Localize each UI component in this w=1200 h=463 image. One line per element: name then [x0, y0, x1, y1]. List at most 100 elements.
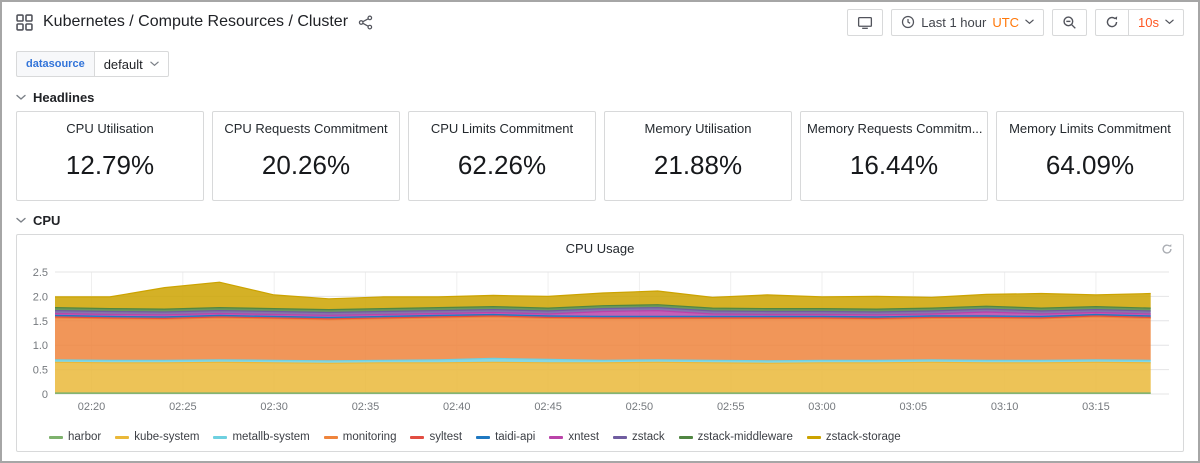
legend-label: metallb-system [232, 431, 310, 443]
dashboard-title[interactable]: Kubernetes / Compute Resources / Cluster [43, 13, 349, 30]
legend-item-taidi-api[interactable]: taidi-api [476, 431, 535, 443]
timezone-label: UTC [992, 14, 1020, 30]
chevron-down-icon [16, 94, 26, 101]
cpu-usage-panel: CPU Usage 02:20 02:25 02:30 02:35 02:40 02:45… [16, 234, 1184, 452]
legend-item-zstack-middleware[interactable]: zstack-middleware [678, 431, 793, 443]
chevron-down-icon [150, 61, 159, 67]
svg-text:2.5: 2.5 [33, 267, 48, 279]
svg-text:03:05: 03:05 [900, 401, 928, 413]
refresh-interval-button[interactable]: 10s [1129, 8, 1184, 36]
zoom-out-icon [1062, 15, 1077, 30]
svg-text:03:10: 03:10 [991, 401, 1019, 413]
svg-text:02:30: 02:30 [260, 401, 288, 413]
stat-panel-cpu-utilisation: CPU Utilisation 12.79% [16, 111, 204, 201]
stat-panel-title[interactable]: Memory Utilisation [644, 121, 752, 136]
legend-swatch [115, 435, 130, 439]
legend-swatch [49, 435, 63, 439]
datasource-select[interactable]: default [93, 51, 169, 77]
panel-refresh-icon[interactable] [1161, 243, 1173, 255]
row-title: Headlines [33, 90, 95, 105]
stat-value: 12.79% [65, 149, 155, 180]
legend-label: zstack-middleware [697, 431, 793, 443]
share-icon[interactable] [358, 15, 373, 30]
row-title: CPU [33, 213, 61, 228]
time-range-label: Last 1 hour [921, 14, 987, 30]
stat-panel-cpu-requests-commitment: CPU Requests Commitment 20.26% [212, 111, 400, 201]
legend-label: kube-system [134, 431, 200, 443]
datasource-selected-value: default [103, 56, 143, 72]
legend-item-kube-system[interactable]: kube-system [115, 431, 199, 443]
stat-value: 21.88% [653, 149, 743, 180]
legend-swatch [613, 435, 628, 439]
navbar-right: Last 1 hour UTC 10s [847, 8, 1184, 36]
row-header-cpu[interactable]: CPU [2, 210, 1198, 234]
svg-text:0: 0 [42, 389, 48, 401]
legend-label: harbor [68, 431, 102, 443]
legend-swatch [410, 435, 425, 439]
svg-text:03:00: 03:00 [808, 401, 836, 413]
headlines-stats-row: CPU Utilisation 12.79% CPU Requests Comm… [2, 111, 1198, 201]
stat-panel-title[interactable]: Memory Limits Commitment [1009, 121, 1171, 136]
refresh-interval-label: 10s [1138, 14, 1159, 30]
template-variable-datasource: datasource default [16, 51, 169, 77]
tv-icon [857, 15, 873, 30]
legend-swatch [549, 435, 564, 439]
legend-label: xntest [568, 431, 600, 443]
tv-mode-button[interactable] [847, 8, 884, 36]
cpu-usage-chart[interactable]: 02:20 02:25 02:30 02:35 02:40 02:45 02:50 02:55… [25, 262, 1175, 420]
legend-swatch [213, 435, 228, 439]
refresh-picker: 10s [1095, 8, 1184, 36]
legend-item-metallb-system[interactable]: metallb-system [213, 431, 310, 443]
stat-panel-memory-requests-commitment: Memory Requests Commitm... 16.44% [800, 111, 988, 201]
chevron-down-icon [1165, 19, 1174, 25]
stat-panel-memory-limits-commitment: Memory Limits Commitment 64.09% [996, 111, 1184, 201]
row-header-headlines[interactable]: Headlines [2, 87, 1198, 111]
legend-item-xntest[interactable]: xntest [549, 431, 599, 443]
legend-swatch [806, 435, 821, 439]
legend-label: zstack-storage [825, 431, 901, 443]
dashboard-grid-icon[interactable] [16, 13, 33, 31]
svg-text:02:25: 02:25 [169, 401, 197, 413]
chevron-down-icon [16, 217, 26, 224]
svg-text:02:35: 02:35 [352, 401, 380, 413]
stat-value: 16.44% [849, 149, 939, 180]
legend-item-zstack-storage[interactable]: zstack-storage [806, 431, 901, 443]
stat-panel-title[interactable]: CPU Limits Commitment [430, 121, 574, 136]
svg-text:02:55: 02:55 [717, 401, 745, 413]
legend-item-zstack[interactable]: zstack [613, 431, 665, 443]
navbar: Kubernetes / Compute Resources / Cluster… [2, 2, 1198, 42]
stat-panel-memory-utilisation: Memory Utilisation 21.88% [604, 111, 792, 201]
svg-text:02:40: 02:40 [443, 401, 471, 413]
clock-icon [901, 15, 915, 29]
panel-title[interactable]: CPU Usage [565, 241, 635, 256]
stat-value: 20.26% [261, 149, 351, 180]
chevron-down-icon [1025, 19, 1034, 25]
svg-text:02:50: 02:50 [626, 401, 654, 413]
zoom-out-button[interactable] [1052, 8, 1088, 36]
stat-panel-title[interactable]: Memory Requests Commitm... [807, 121, 983, 136]
time-picker-button[interactable]: Last 1 hour UTC [891, 8, 1045, 36]
navbar-left: Kubernetes / Compute Resources / Cluster [16, 13, 373, 31]
legend-label: monitoring [342, 431, 397, 443]
legend-label: taidi-api [495, 431, 536, 443]
stat-panel-cpu-limits-commitment: CPU Limits Commitment 62.26% [408, 111, 596, 201]
svg-text:03:15: 03:15 [1082, 401, 1110, 413]
svg-text:02:20: 02:20 [78, 401, 106, 413]
legend-swatch [678, 435, 693, 439]
submenu: datasource default [2, 42, 1198, 87]
chart-legend: harbor kube-system metallb-system monitorin… [25, 425, 1175, 449]
legend-swatch [323, 435, 338, 439]
stat-panel-title[interactable]: CPU Requests Commitment [224, 121, 388, 136]
svg-text:1.0: 1.0 [33, 340, 48, 352]
legend-item-harbor[interactable]: harbor [49, 431, 101, 443]
legend-label: syltest [429, 431, 463, 443]
refresh-button[interactable] [1095, 8, 1130, 36]
svg-text:2.0: 2.0 [33, 291, 48, 303]
stat-value: 64.09% [1045, 149, 1135, 180]
stat-value: 62.26% [457, 149, 547, 180]
legend-swatch [476, 435, 491, 439]
legend-item-monitoring[interactable]: monitoring [323, 431, 397, 443]
legend-item-syltest[interactable]: syltest [410, 431, 462, 443]
stat-panel-title[interactable]: CPU Utilisation [66, 121, 154, 136]
